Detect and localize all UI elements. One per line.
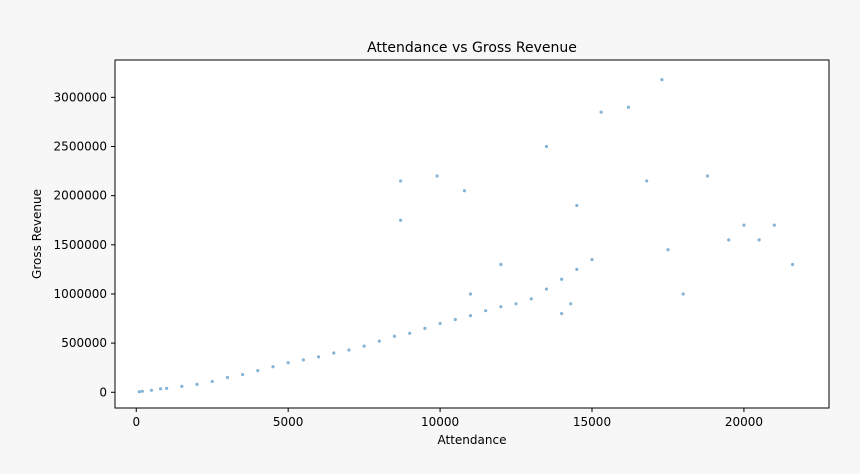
y-tick-label: 2500000: [54, 140, 107, 154]
data-point: [140, 389, 144, 393]
data-point: [705, 174, 710, 178]
data-point: [149, 388, 154, 392]
x-axis-label: Attendance: [438, 433, 507, 447]
plot-area: [115, 60, 829, 408]
x-tick-label: 5000: [273, 415, 304, 429]
x-tick-label: 15000: [573, 415, 611, 429]
data-point: [599, 110, 603, 114]
data-point: [742, 223, 746, 227]
data-point: [590, 257, 594, 262]
data-point: [660, 78, 664, 82]
data-point: [560, 312, 564, 316]
data-point: [484, 309, 488, 313]
data-point: [195, 382, 199, 387]
data-point: [225, 375, 230, 380]
y-axis: 0 500000 1000000 1500000 2000000 2500000 30000…: [54, 90, 115, 399]
data-point: [462, 189, 466, 193]
data-point: [180, 384, 184, 388]
data-point: [158, 387, 163, 391]
data-point: [332, 351, 336, 355]
y-tick-label: 3000000: [54, 90, 107, 104]
y-tick-label: 1500000: [54, 238, 107, 252]
data-point: [575, 203, 579, 208]
data-point: [645, 179, 649, 183]
data-point: [256, 369, 260, 373]
x-tick-label: 20000: [725, 415, 763, 429]
data-point: [286, 361, 290, 365]
data-point: [499, 305, 503, 309]
y-axis-label: Gross Revenue: [30, 189, 44, 279]
data-point: [569, 302, 573, 306]
data-point: [468, 313, 473, 318]
data-point: [727, 238, 731, 242]
data-point: [362, 344, 366, 348]
data-point: [757, 238, 761, 242]
data-point: [347, 348, 351, 352]
data-point: [316, 355, 321, 359]
data-point: [301, 358, 305, 362]
y-tick-label: 500000: [61, 336, 107, 350]
data-point: [377, 339, 381, 343]
data-point: [544, 287, 549, 291]
data-point: [772, 223, 776, 227]
data-point: [626, 105, 631, 109]
y-tick-label: 0: [99, 385, 107, 399]
data-point: [399, 179, 403, 183]
points-layer: [137, 78, 795, 394]
data-point: [399, 218, 403, 222]
plot-frame: [114, 59, 830, 409]
data-point: [468, 292, 473, 296]
data-point: [423, 326, 427, 330]
data-point: [392, 334, 397, 338]
data-point: [666, 248, 670, 252]
data-point: [681, 292, 685, 296]
data-point: [575, 267, 579, 271]
data-point: [438, 321, 442, 326]
data-point: [499, 262, 503, 267]
data-point: [408, 331, 412, 335]
x-tick-label: 0: [132, 415, 140, 429]
chart-title: Attendance vs Gross Revenue: [367, 40, 577, 56]
data-point: [137, 390, 141, 394]
data-point: [271, 365, 275, 369]
data-point: [453, 317, 457, 322]
x-tick-label: 10000: [421, 415, 459, 429]
y-tick-label: 1000000: [54, 287, 107, 301]
data-point: [529, 297, 533, 301]
data-point: [210, 379, 214, 384]
data-point: [514, 302, 518, 306]
data-point: [241, 372, 245, 377]
data-point: [560, 277, 564, 281]
data-point: [790, 262, 795, 267]
data-point: [544, 144, 549, 149]
x-axis: 0 5000 10000 15000 20000: [132, 408, 763, 429]
data-point: [435, 174, 439, 178]
y-tick-label: 2000000: [54, 189, 107, 203]
data-point: [165, 386, 169, 390]
